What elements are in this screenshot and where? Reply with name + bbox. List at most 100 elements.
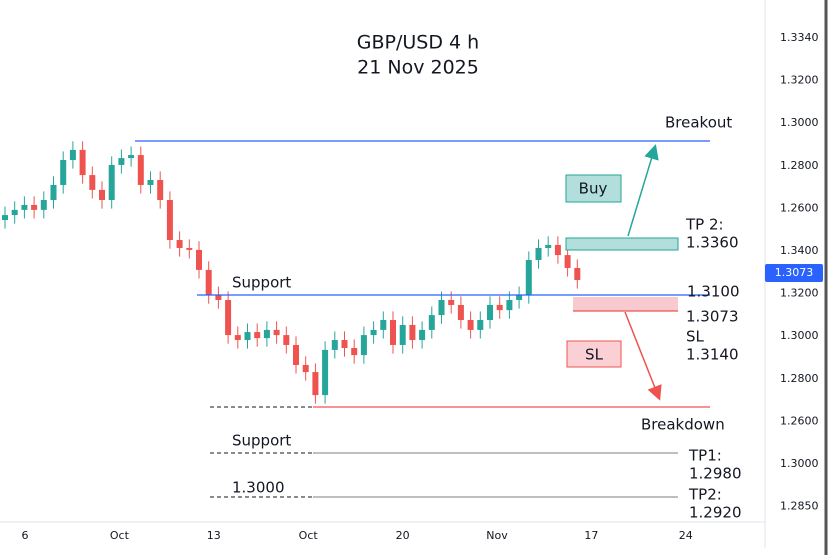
- candle-body: [2, 215, 8, 221]
- y-tick-label: 1.3340: [780, 31, 819, 44]
- y-tick-label: 1.2800: [780, 159, 819, 172]
- candle-body: [545, 244, 552, 248]
- candles: [2, 141, 581, 404]
- candle-body: [40, 200, 47, 210]
- arrow: [624, 311, 662, 401]
- x-tick-label: Nov: [486, 529, 508, 542]
- candle-body: [147, 180, 154, 185]
- candle-body: [419, 329, 426, 341]
- candle-body: [399, 324, 406, 345]
- y-tick-label: 1.3000: [780, 329, 819, 342]
- buy-box: [565, 174, 622, 203]
- candle-body: [360, 335, 367, 356]
- annotation: 1.3073: [686, 308, 739, 326]
- candle-body: [438, 300, 445, 316]
- candle-body: [89, 175, 96, 190]
- annotation: TP1:: [688, 447, 722, 465]
- candle-body: [322, 349, 329, 396]
- candle-body: [196, 249, 202, 270]
- candle-body: [50, 184, 57, 201]
- candle-body: [263, 329, 270, 339]
- annotation: Buy: [579, 180, 608, 198]
- y-tick-label: 1.3400: [780, 244, 819, 257]
- annotation: TP 2:: [685, 216, 724, 234]
- candle-body: [166, 200, 173, 241]
- candle-body: [225, 300, 232, 336]
- y-tick-label: 1.2800: [780, 372, 819, 385]
- candle-body: [506, 300, 513, 311]
- sl-zone: [573, 297, 678, 311]
- candle-body: [118, 158, 125, 165]
- candle-body: [254, 332, 261, 339]
- candle-body: [496, 304, 503, 311]
- candle-body: [535, 247, 542, 261]
- y-tick-label: 1.3200: [780, 287, 819, 300]
- candle-body: [554, 244, 561, 256]
- candle-body: [302, 364, 309, 373]
- candle-body: [457, 304, 464, 321]
- candle-body: [157, 180, 164, 201]
- candle-body: [234, 335, 241, 341]
- annotation: Breakout: [665, 114, 732, 132]
- annotation: SL: [686, 328, 705, 346]
- candle-body: [516, 295, 523, 301]
- candle-body: [244, 332, 251, 341]
- annotation: Support: [232, 432, 291, 450]
- candle-body: [293, 344, 299, 365]
- x-tick-label: 6: [22, 529, 29, 542]
- arrow: [627, 144, 659, 237]
- x-tick-label: 13: [207, 529, 221, 542]
- candle-body: [380, 320, 387, 330]
- annotation: 1.3360: [686, 234, 739, 252]
- candle-body: [79, 149, 86, 176]
- chart-subtitle: 21 Nov 2025: [357, 57, 479, 79]
- price-tag-label: 1.3073: [775, 266, 814, 279]
- x-tick-label: 24: [679, 529, 693, 542]
- candle-body: [448, 300, 455, 305]
- x-tick-label: 17: [584, 529, 598, 542]
- candle-body: [186, 247, 193, 250]
- candle-body: [312, 372, 319, 396]
- y-tick-label: 1.2600: [780, 414, 819, 427]
- candle-body: [574, 267, 581, 281]
- y-tick-label: 1.2600: [780, 201, 819, 214]
- annotation: Support: [232, 274, 291, 292]
- candle-body: [176, 240, 183, 248]
- candle-body: [487, 304, 493, 321]
- candle-body: [564, 255, 571, 268]
- y-tick-label: 1.3200: [780, 74, 819, 87]
- annotation: SL: [585, 346, 604, 364]
- candle-body: [31, 204, 38, 210]
- annotation: 1.3140: [686, 346, 739, 364]
- candle-body: [477, 320, 484, 330]
- candle-body: [341, 340, 348, 348]
- candle-body: [215, 295, 222, 301]
- candle-body: [108, 164, 115, 201]
- price-tag: [765, 264, 823, 282]
- candle-body: [351, 347, 358, 356]
- annotation: 1.2980: [689, 465, 742, 483]
- candle-body: [283, 335, 290, 345]
- annotation: 1.2920: [689, 504, 742, 522]
- y-tick-label: 1.3000: [780, 116, 819, 129]
- annotation: 1.3100: [687, 283, 740, 301]
- x-tick-label: 20: [396, 529, 410, 542]
- annotation: Breakdown: [641, 416, 725, 434]
- candle-body: [69, 149, 76, 161]
- candle-body: [128, 155, 135, 159]
- candle-body: [21, 204, 28, 210]
- candle-body: [525, 260, 532, 296]
- candle-body: [60, 160, 67, 185]
- candle-body: [137, 155, 144, 185]
- annotation: TP2:: [688, 486, 722, 504]
- chart-title: GBP/USD 4 h: [357, 32, 479, 54]
- tp-zone: [565, 237, 679, 251]
- x-tick-label: Oct: [299, 529, 319, 542]
- annotation: 1.3000: [232, 479, 285, 497]
- y-tick-label: 1.3000: [780, 457, 819, 470]
- candle-body: [428, 315, 435, 330]
- candle-body: [205, 269, 212, 296]
- candle-body: [331, 340, 338, 350]
- y-tick-label: 1.2850: [780, 500, 819, 513]
